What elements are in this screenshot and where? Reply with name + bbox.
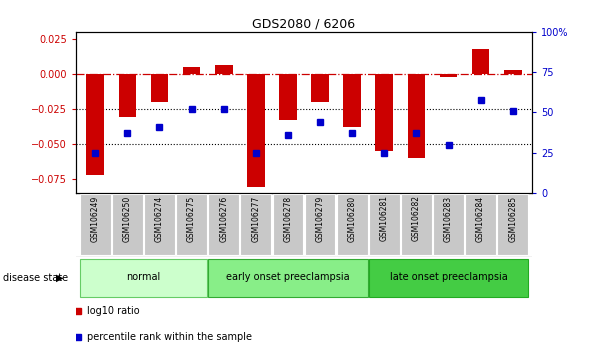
Text: GSM106280: GSM106280 — [348, 195, 357, 241]
Bar — [376, 74, 393, 151]
Text: GSM106281: GSM106281 — [380, 195, 389, 241]
Text: late onset preeclampsia: late onset preeclampsia — [390, 272, 508, 282]
Title: GDS2080 / 6206: GDS2080 / 6206 — [252, 18, 356, 31]
Text: GSM106274: GSM106274 — [155, 195, 164, 242]
Bar — [247, 74, 264, 187]
Text: percentile rank within the sample: percentile rank within the sample — [88, 332, 252, 342]
Text: GSM106284: GSM106284 — [476, 195, 485, 241]
Bar — [80, 194, 111, 255]
Bar — [215, 65, 232, 74]
Text: GSM106279: GSM106279 — [316, 195, 325, 242]
Text: early onset preeclampsia: early onset preeclampsia — [226, 272, 350, 282]
Bar — [344, 74, 361, 127]
Text: GSM106277: GSM106277 — [251, 195, 260, 242]
Text: GSM106276: GSM106276 — [219, 195, 228, 242]
Text: GSM106275: GSM106275 — [187, 195, 196, 242]
Bar — [497, 194, 528, 255]
Bar — [305, 194, 336, 255]
Bar — [433, 194, 464, 255]
Text: log10 ratio: log10 ratio — [88, 306, 140, 316]
Bar — [151, 74, 168, 102]
Bar — [119, 74, 136, 117]
Bar — [240, 194, 271, 255]
Text: GSM106278: GSM106278 — [283, 195, 292, 241]
Bar — [272, 194, 303, 255]
Bar — [176, 194, 207, 255]
Bar — [80, 259, 207, 297]
Bar — [86, 74, 104, 175]
Bar — [183, 67, 201, 74]
Bar — [504, 70, 522, 74]
Bar — [112, 194, 143, 255]
Bar — [279, 74, 297, 120]
Bar — [144, 194, 175, 255]
Bar — [369, 259, 528, 297]
Bar — [440, 74, 457, 77]
Text: GSM106285: GSM106285 — [508, 195, 517, 241]
Bar — [401, 194, 432, 255]
Text: disease state: disease state — [3, 273, 68, 283]
Text: normal: normal — [126, 272, 161, 282]
Text: GSM106283: GSM106283 — [444, 195, 453, 241]
Bar — [337, 194, 368, 255]
Text: GSM106250: GSM106250 — [123, 195, 132, 242]
Bar — [369, 194, 399, 255]
Bar — [311, 74, 329, 102]
Bar — [465, 194, 496, 255]
Bar — [209, 194, 239, 255]
Bar — [407, 74, 425, 158]
Bar — [209, 259, 368, 297]
Text: GSM106282: GSM106282 — [412, 195, 421, 241]
Text: GSM106249: GSM106249 — [91, 195, 100, 242]
Bar — [472, 48, 489, 74]
Text: ▶: ▶ — [56, 273, 63, 283]
